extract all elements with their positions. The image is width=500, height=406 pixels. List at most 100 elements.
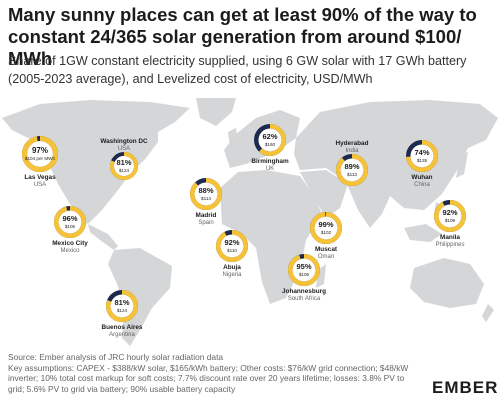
cost-label-birmingham: $160 — [265, 142, 276, 147]
marker-disc-las-vegas — [22, 136, 58, 172]
australia-land — [410, 258, 484, 308]
value-label-muscat: 99% — [318, 220, 333, 229]
city-label-madrid: Madrid — [196, 212, 217, 219]
cost-label-washington-dc: $124 — [119, 168, 130, 173]
country-label-johannesburg: South Africa — [288, 296, 321, 302]
marker-disc-buenos-aires — [106, 290, 138, 322]
ring-value-buenos-aires — [106, 290, 139, 323]
central-america-land — [88, 224, 118, 250]
ring-value-wuhan — [405, 140, 438, 173]
country-label-las-vegas: USA — [34, 182, 46, 188]
value-label-mexico-city: 96% — [62, 214, 77, 223]
cost-label-las-vegas: $104 per MWh — [25, 156, 56, 161]
ring-value-birmingham — [253, 124, 287, 157]
marker-disc-manila — [434, 200, 466, 232]
ember-logo: EMBER — [432, 378, 499, 397]
city-label-abuja: Abuja — [223, 264, 241, 271]
middle-east-land — [300, 170, 348, 218]
country-label-muscat: Oman — [318, 254, 334, 260]
value-label-wuhan: 74% — [414, 148, 429, 157]
city-label-manila: Manila — [440, 234, 460, 241]
country-label-mexico-city: Mexico — [60, 248, 80, 254]
marker-disc-abuja — [216, 230, 248, 262]
ring-value-muscat — [309, 212, 342, 245]
value-label-birmingham: 62% — [262, 132, 277, 141]
marker-disc-mexico-city — [54, 206, 86, 238]
ring-value-washington-dc — [109, 152, 138, 181]
cost-label-madrid: $114 — [201, 196, 211, 201]
country-label-manila: Philippines — [435, 242, 464, 248]
marker-disc-washington-dc — [110, 152, 138, 180]
country-label-wuhan: China — [414, 182, 430, 188]
ring-value-abuja — [216, 229, 249, 262]
ring-value-madrid — [189, 177, 222, 210]
ring-value-manila — [433, 200, 466, 233]
uk-land — [228, 128, 238, 146]
assumptions-note: Key assumptions: CAPEX - $388/kW solar, … — [8, 362, 409, 394]
cost-label-mexico-city: $106 — [65, 224, 76, 229]
value-label-madrid: 88% — [198, 186, 213, 195]
value-label-washington-dc: 81% — [116, 158, 131, 167]
city-label-wuhan: Wuhan — [411, 174, 432, 181]
country-label-hyderabad: India — [345, 148, 359, 154]
marker-disc-madrid — [190, 178, 222, 210]
marker-disc-johannesburg — [288, 254, 320, 286]
value-label-buenos-aires: 81% — [114, 298, 129, 307]
asia-land — [294, 100, 498, 228]
marker-disc-birmingham — [254, 124, 286, 156]
city-label-mexico-city: Mexico City — [52, 240, 88, 247]
country-label-madrid: Spain — [198, 220, 213, 226]
greenland-land — [196, 98, 236, 126]
sea-islands-land — [404, 224, 442, 242]
city-label-muscat: Muscat — [315, 246, 338, 253]
cost-label-wuhan: $135 — [417, 158, 428, 163]
city-label-hyderabad: Hyderabad — [335, 140, 368, 147]
new-zealand-land — [482, 304, 494, 322]
marker-disc-muscat — [310, 212, 342, 244]
value-label-las-vegas: 97% — [32, 146, 48, 155]
country-label-birmingham: UK — [266, 166, 274, 172]
value-label-abuja: 92% — [224, 238, 239, 247]
japan-land — [456, 152, 468, 178]
chart-subtitle: Share of 1GW constant electricity suppli… — [8, 54, 467, 86]
ring-value-mexico-city — [53, 206, 86, 239]
country-label-buenos-aires: Argentina — [109, 332, 135, 338]
ring-value-las-vegas — [22, 136, 58, 172]
cost-label-hyderabad: $113 — [347, 172, 357, 177]
country-label-abuja: Nigeria — [222, 272, 242, 278]
marker-disc-wuhan — [406, 140, 438, 172]
city-label-birmingham: Birmingham — [251, 158, 289, 165]
cost-label-buenos-aires: $124 — [117, 308, 128, 313]
value-label-hyderabad: 89% — [344, 162, 359, 171]
country-label-washington-dc: USA — [118, 146, 130, 152]
cost-label-johannesburg: $106 — [299, 272, 310, 277]
city-label-las-vegas: Las Vegas — [24, 174, 56, 181]
north-america-land — [2, 100, 190, 224]
source-note: Source: Ember analysis of JRC hourly sol… — [8, 352, 224, 362]
ring-value-johannesburg — [288, 254, 321, 287]
marker-disc-hyderabad — [336, 154, 368, 186]
footer-notes: Source: Ember analysis of JRC hourly sol… — [8, 352, 418, 394]
ring-value-hyderabad — [335, 154, 368, 187]
value-label-johannesburg: 95% — [296, 262, 311, 271]
cost-label-manila: $109 — [445, 218, 456, 223]
city-label-buenos-aires: Buenos Aires — [102, 324, 143, 331]
cost-label-abuja: $110 — [227, 248, 237, 253]
value-label-manila: 92% — [442, 208, 457, 217]
city-label-washington-dc: Washington DC — [100, 138, 148, 145]
city-label-johannesburg: Johannesburg — [282, 288, 326, 295]
